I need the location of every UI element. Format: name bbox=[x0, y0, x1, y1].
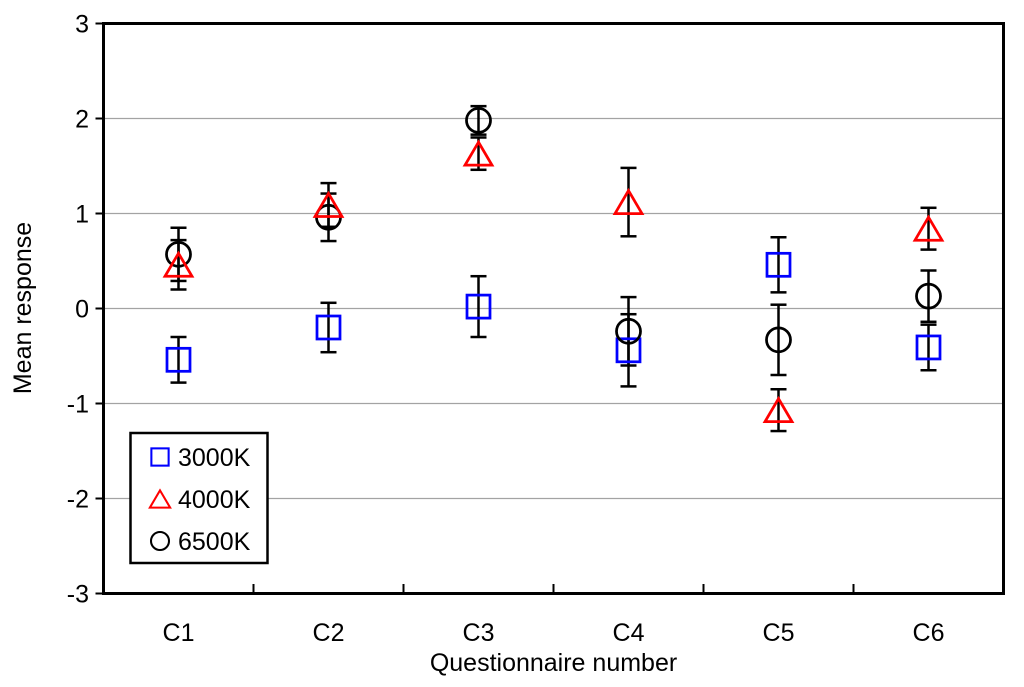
marker-6500K-C1 bbox=[165, 240, 192, 268]
legend-item-6500K: 6500K bbox=[149, 528, 251, 556]
y-tick-label-1: 1 bbox=[75, 201, 89, 229]
y-tick-label-2: 2 bbox=[75, 106, 89, 134]
marker-3000K-C2 bbox=[315, 314, 342, 341]
error-bars bbox=[170, 104, 937, 433]
legend-box bbox=[129, 431, 269, 565]
marker-6500K-C3 bbox=[465, 107, 492, 134]
legend-label-4000K: 4000K bbox=[178, 486, 251, 514]
marker-3000K-C1 bbox=[165, 346, 192, 373]
marker-4000K-C5 bbox=[762, 395, 795, 424]
error-bar-3000K-C3 bbox=[470, 274, 487, 339]
marker-6500K-C5 bbox=[765, 326, 792, 354]
marker-6500K-C6 bbox=[915, 282, 942, 310]
axis-ticks bbox=[95, 22, 855, 595]
marker-4000K-C2 bbox=[312, 190, 345, 218]
error-bar-3000K-C5 bbox=[770, 236, 787, 294]
error-bar-6500K-C4 bbox=[620, 295, 637, 367]
data-markers bbox=[162, 107, 945, 424]
marker-4000K-C1 bbox=[162, 250, 195, 278]
x-tick-label-C4: C4 bbox=[613, 619, 645, 647]
marker-4000K-C4 bbox=[612, 187, 645, 215]
x-axis-title: Questionnaire number bbox=[430, 649, 677, 677]
marker-4000K-C3 bbox=[462, 139, 495, 167]
legend-item-3000K: 3000K bbox=[150, 444, 251, 472]
error-bar-3000K-C2 bbox=[320, 301, 337, 354]
y-tick-label-3: 3 bbox=[75, 11, 89, 39]
legend-label-6500K: 6500K bbox=[178, 528, 251, 556]
tick-labels: 3 2 1 0 -1 -2 -3 C1 C2 C3 C4 C5 C6 bbox=[67, 11, 945, 648]
marker-3000K-C4 bbox=[615, 337, 642, 364]
error-bar-6500K-C3 bbox=[470, 104, 487, 136]
error-bar-6500K-C5 bbox=[770, 303, 787, 377]
marker-4000K-C6 bbox=[912, 214, 945, 242]
y-tick-label--1: -1 bbox=[67, 391, 89, 419]
x-tick-label-C6: C6 bbox=[913, 619, 945, 647]
x-tick-label-C5: C5 bbox=[763, 619, 795, 647]
legend-label-3000K: 3000K bbox=[178, 444, 251, 472]
x-tick-label-C1: C1 bbox=[163, 619, 195, 647]
legend: 3000K 4000K 6500K bbox=[129, 431, 269, 565]
error-bar-3000K-C6 bbox=[920, 323, 937, 372]
error-bar-3000K-C1 bbox=[170, 335, 187, 384]
y-axis-title: Mean response bbox=[9, 222, 37, 394]
error-bar-4000K-C4 bbox=[620, 166, 637, 238]
y-tick-label--3: -3 bbox=[67, 581, 89, 609]
error-bar-6500K-C6 bbox=[920, 269, 937, 324]
marker-3000K-C3 bbox=[465, 293, 492, 320]
marker-3000K-C5 bbox=[765, 251, 792, 278]
legend-item-4000K: 4000K bbox=[148, 486, 251, 514]
x-tick-label-C2: C2 bbox=[313, 619, 345, 647]
y-tick-label--2: -2 bbox=[67, 486, 89, 514]
y-tick-label-0: 0 bbox=[75, 296, 89, 324]
x-tick-label-C3: C3 bbox=[463, 619, 495, 647]
marker-3000K-C6 bbox=[915, 334, 942, 361]
marker-6500K-C4 bbox=[615, 317, 642, 345]
